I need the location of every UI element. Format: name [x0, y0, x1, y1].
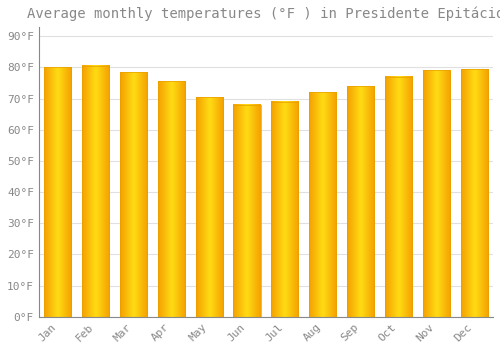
- Bar: [309, 92, 336, 317]
- Bar: [460, 69, 488, 317]
- Bar: [158, 81, 185, 317]
- Bar: [120, 72, 147, 317]
- Bar: [385, 77, 412, 317]
- Bar: [347, 86, 374, 317]
- Bar: [44, 67, 72, 317]
- Bar: [196, 97, 223, 317]
- Title: Average monthly temperatures (°F ) in Presidente Epitácio: Average monthly temperatures (°F ) in Pr…: [27, 7, 500, 21]
- Bar: [234, 105, 260, 317]
- Bar: [422, 70, 450, 317]
- Bar: [271, 102, 298, 317]
- Bar: [82, 66, 109, 317]
